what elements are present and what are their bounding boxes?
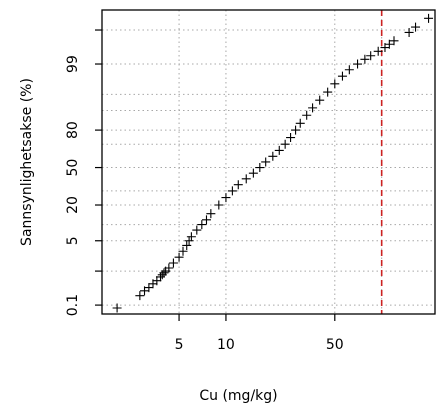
- data-point: [164, 263, 174, 273]
- x-tick-label: 5: [175, 337, 184, 353]
- data-point: [197, 220, 207, 230]
- data-point: [214, 200, 224, 210]
- data-point: [255, 163, 265, 173]
- data-point: [144, 283, 154, 293]
- data-point: [112, 303, 122, 313]
- data-point: [286, 133, 296, 143]
- y-tick-label: 0.1: [65, 294, 81, 316]
- data-points: [112, 13, 434, 313]
- data-point: [227, 186, 237, 196]
- data-point: [353, 59, 363, 69]
- data-point: [424, 13, 434, 23]
- data-point: [268, 151, 278, 161]
- y-axis-label: Sannsynlighetsakse (%): [19, 78, 35, 246]
- y-tick-label: 20: [65, 196, 81, 214]
- data-point: [411, 22, 421, 32]
- data-point: [248, 168, 258, 178]
- data-point: [302, 110, 312, 120]
- data-point: [384, 39, 394, 49]
- data-point: [178, 246, 188, 256]
- data-point: [323, 87, 333, 97]
- data-point: [295, 118, 305, 128]
- data-point: [330, 79, 340, 89]
- data-point: [274, 145, 284, 155]
- data-point: [315, 95, 325, 105]
- y-tick-label: 80: [65, 121, 81, 139]
- y-tick-label: 99: [65, 55, 81, 73]
- data-point: [291, 125, 301, 135]
- data-point: [159, 268, 169, 278]
- data-point: [308, 103, 318, 113]
- data-point: [337, 71, 347, 81]
- data-point: [186, 232, 196, 242]
- data-point: [261, 157, 271, 167]
- plot-frame: [101, 9, 436, 315]
- data-point: [152, 276, 162, 286]
- y-tick-label: 5: [65, 236, 81, 245]
- data-point: [135, 291, 145, 301]
- data-point: [389, 36, 399, 46]
- data-point: [344, 65, 354, 75]
- data-point: [280, 139, 290, 149]
- data-point: [168, 258, 178, 268]
- data-point: [184, 236, 194, 246]
- x-axis: 5 10 50: [175, 314, 344, 353]
- data-point: [360, 54, 370, 64]
- y-axis: 0.1 5 20 50 80 99: [65, 29, 102, 316]
- x-tick-label: 50: [326, 337, 344, 353]
- data-point: [233, 180, 243, 190]
- data-point: [366, 51, 376, 61]
- x-axis-label: Cu (mg/kg): [199, 388, 277, 404]
- data-point: [404, 27, 414, 37]
- x-tick-label: 10: [217, 337, 235, 353]
- y-tick-label: 50: [65, 159, 81, 177]
- data-point: [373, 46, 383, 56]
- data-point: [201, 215, 211, 225]
- data-point: [192, 225, 202, 235]
- data-point: [206, 209, 216, 219]
- data-point: [174, 252, 184, 262]
- data-point: [241, 174, 251, 184]
- data-point: [182, 240, 192, 250]
- data-point: [221, 193, 231, 203]
